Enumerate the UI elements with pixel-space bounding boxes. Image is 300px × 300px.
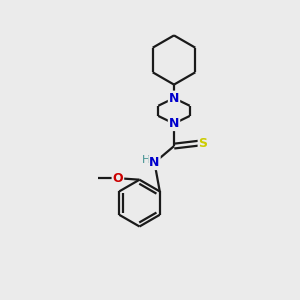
Text: S: S [199, 136, 208, 150]
Text: H: H [142, 155, 150, 165]
Text: N: N [169, 117, 179, 130]
Text: N: N [149, 156, 160, 169]
Text: N: N [169, 92, 179, 105]
Text: O: O [112, 172, 123, 185]
